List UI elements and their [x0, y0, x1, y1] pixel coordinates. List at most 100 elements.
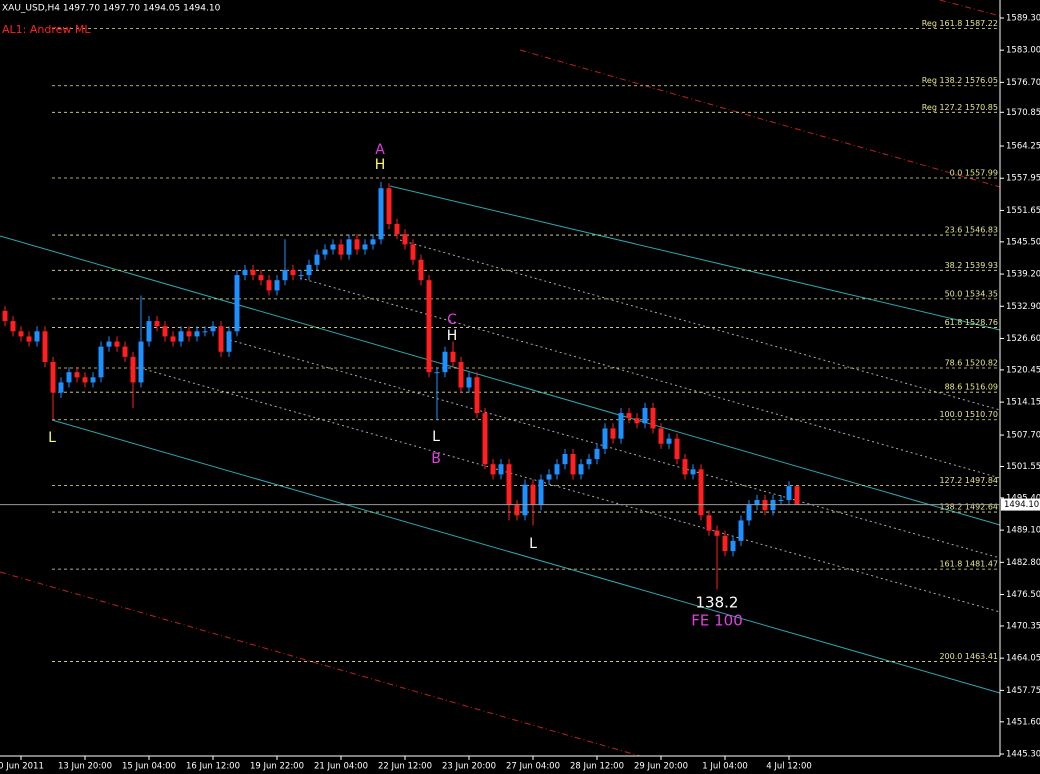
candle-body [378, 188, 384, 240]
y-tick-label: 1482.80 [1006, 558, 1040, 568]
candle-body [274, 280, 280, 291]
candle-body [146, 321, 152, 342]
candle-body [18, 331, 24, 337]
pitchfork-median [0, 235, 1001, 526]
candle-body [410, 244, 416, 260]
fib-level-label: 23.6 1546.83 [945, 226, 998, 235]
candle-body [122, 346, 128, 357]
pitchfork [0, 0, 1001, 757]
median-line [139, 367, 1001, 613]
candle-body [114, 341, 120, 347]
candle-body [234, 275, 240, 332]
candle-body [746, 505, 752, 521]
candle-body [170, 336, 176, 342]
candle-body [370, 239, 376, 245]
y-tick-label: 1457.75 [1006, 686, 1040, 696]
y-tick-label: 1514.15 [1006, 398, 1040, 408]
candle-body [298, 275, 304, 277]
candle-body [626, 413, 632, 419]
candle-body [90, 377, 96, 383]
candles [2, 182, 800, 590]
annotation: H [447, 328, 458, 344]
warning-line [519, 49, 1001, 188]
pitchfork-upper [389, 185, 1001, 331]
y-tick-label: 1551.65 [1006, 206, 1040, 216]
indicator-label: AL1: Andrew ML [2, 23, 91, 36]
candle-body [794, 486, 800, 505]
annotation: FE 100 [691, 612, 743, 630]
candle-body [562, 453, 568, 465]
candle-body [210, 326, 216, 332]
annotation: L [529, 536, 537, 552]
candle-body [154, 321, 160, 327]
candle-body [282, 269, 288, 281]
candle-body [82, 377, 88, 383]
candle-body [226, 331, 232, 352]
y-tick-label: 1526.60 [1006, 334, 1040, 344]
candle-body [682, 459, 688, 475]
candle-body [266, 280, 272, 291]
annotation: L [432, 429, 440, 445]
candle-body [58, 382, 64, 393]
candle-body [522, 484, 528, 516]
candle-body [386, 188, 392, 224]
y-tick-label: 1470.35 [1006, 621, 1040, 631]
annotation: A [375, 142, 385, 158]
candle-body [194, 331, 200, 337]
candle-body [66, 372, 72, 383]
x-tick-label: 1 Jul 04:00 [702, 762, 748, 772]
annotation: 138.2 [696, 594, 739, 612]
candle-body [26, 336, 32, 342]
candle-body [482, 413, 488, 465]
candle-body [514, 505, 520, 516]
y-tick-label: 1576.70 [1006, 78, 1040, 88]
x-tick-label: 29 Jun 20:00 [634, 762, 688, 772]
candle-body [618, 413, 624, 439]
fib-level-label: Reg 138.2 1576.05 [922, 76, 998, 85]
candle-body [554, 464, 560, 475]
candle-body [738, 520, 744, 541]
median-line [399, 239, 1001, 411]
candle-body [394, 223, 400, 235]
fib-level-label: Reg 127.2 1570.85 [922, 103, 998, 112]
fib-level-label: Reg 161.8 1587.22 [922, 19, 998, 28]
y-tick-label: 1507.70 [1006, 431, 1040, 441]
fib-level-label: 100.0 1510.70 [939, 410, 998, 419]
candle-body [698, 469, 704, 516]
candle-body [658, 428, 664, 444]
candle-body [730, 540, 736, 552]
y-tick-label: 1583.00 [1006, 46, 1040, 56]
candle-body [434, 372, 440, 374]
candle-body [162, 326, 168, 337]
candle-body [338, 244, 344, 255]
candle-body [786, 486, 792, 500]
candle-body [402, 234, 408, 245]
candle-body [474, 377, 480, 414]
fib-level-label: 50.0 1534.35 [945, 289, 998, 298]
candle-body [426, 280, 432, 373]
candle-body [714, 530, 720, 536]
y-tick-label: 1451.60 [1006, 717, 1040, 727]
y-tick-label: 1445.30 [1006, 750, 1040, 760]
x-tick-label: 21 Jun 04:00 [314, 762, 368, 772]
candle-body [322, 249, 328, 255]
y-tick-label: 1545.50 [1006, 237, 1040, 247]
y-tick-label: 1539.20 [1006, 270, 1040, 280]
candle-body [458, 361, 464, 388]
annotation: C [447, 312, 457, 328]
y-tick-label: 1557.95 [1006, 174, 1040, 184]
candle-body [242, 269, 248, 276]
candle-body [650, 407, 656, 429]
fib-level-label: 127.2 1497.84 [939, 476, 998, 485]
candle-body [10, 321, 16, 332]
y-tick-label: 1489.10 [1006, 526, 1040, 536]
candle-body [346, 239, 352, 255]
x-tick-label: 13 Jun 20:00 [58, 762, 112, 772]
x-tick-label: 16 Jun 12:00 [186, 762, 240, 772]
candle-body [258, 275, 264, 281]
candle-body [202, 331, 208, 333]
